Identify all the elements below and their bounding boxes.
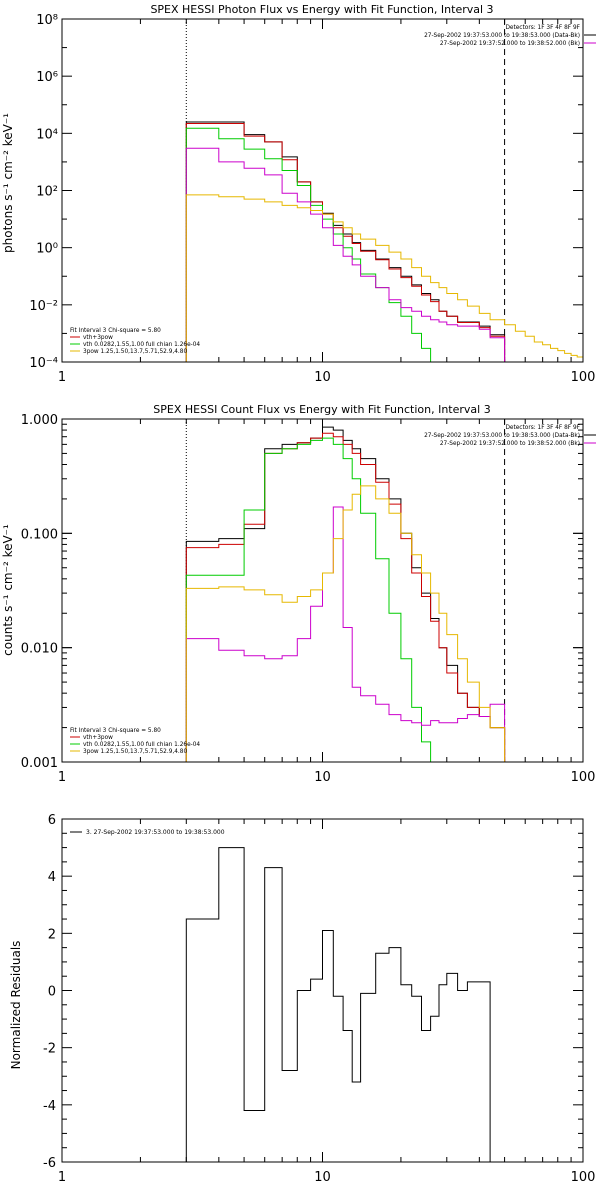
y-tick-label: 10⁻⁴ xyxy=(29,356,58,371)
panel1-ylabel: photons s⁻¹ cm⁻² keV⁻¹ xyxy=(1,113,15,253)
legend-top-text: Detectors: 1F 3F 4F 8F 9F xyxy=(505,425,580,431)
series-line xyxy=(185,485,506,762)
series-line xyxy=(185,506,506,762)
legend-top-text: 27-Sep-2002 19:37:52.000 to 19:38:52.000… xyxy=(440,41,580,47)
legend-bottom-text: Fit Interval 3 Chi-square = 5.80 xyxy=(70,328,161,334)
y-tick-label: 6 xyxy=(48,813,56,828)
panel-count-flux: SPEX HESSI Count Flux vs Energy with Fit… xyxy=(1,403,596,785)
x-tick-label: 1 xyxy=(58,1170,66,1185)
y-tick-label: 4 xyxy=(48,870,56,885)
series-line xyxy=(185,437,432,762)
y-tick-label: 10⁰ xyxy=(36,242,58,257)
y-tick-label: 10⁴ xyxy=(36,127,58,142)
y-tick-label: -6 xyxy=(43,1156,56,1171)
panel1-content: 1 10 100 10⁻⁴ 10⁻² 10⁰ 10² 10⁴ 10⁶ 10⁸ Detectors: … xyxy=(29,13,596,385)
series-line xyxy=(185,121,506,362)
legend-bottom-text: 3pow 1.25,1.50,13.7,5.71,52.9,4.80 xyxy=(83,349,187,355)
y-tick-label: 0 xyxy=(48,985,56,1000)
legend-top-text: 27-Sep-2002 19:37:53.000 to 19:38:53.000… xyxy=(424,433,580,439)
y-tick-label: 0.001 xyxy=(21,756,58,771)
x-tick-label: 100 xyxy=(571,370,596,385)
panel2-content: 1 10 100 0.001 0.010 0.100 1.000 Detectors: 1F … xyxy=(21,413,596,785)
x-tick-label: 10 xyxy=(314,1170,331,1185)
legend-bottom-text: vth 0.0282,1.55,1.00 full chian 1.26e-04 xyxy=(83,742,200,748)
y-tick-label: 10⁶ xyxy=(36,70,58,85)
panel3-content: 1 10 100 -6 -4 -2 0 2 4 6 3. 27-Sep-2002 19:37:53.… xyxy=(43,813,595,1185)
panel2-title: SPEX HESSI Count Flux vs Energy with Fit… xyxy=(153,403,490,416)
panel1-title: SPEX HESSI Photon Flux vs Energy with Fi… xyxy=(150,3,493,16)
legend-top-text: 27-Sep-2002 19:37:53.000 to 19:38:53.000… xyxy=(424,33,580,39)
x-tick-label: 10 xyxy=(314,370,331,385)
y-tick-label: -2 xyxy=(43,1042,56,1057)
legend-bottom-text: 3pow 1.25,1.50,13.7,5.71,52.9,4.80 xyxy=(83,749,187,755)
x-tick-label: 10 xyxy=(314,770,331,785)
panel3-ylabel: Normalized Residuals xyxy=(9,941,23,1070)
legend-top-text: Detectors: 1F 3F 4F 8F 9F xyxy=(505,25,580,31)
legend-top-text: 27-Sep-2002 19:37:52.000 to 19:38:52.000… xyxy=(440,441,580,447)
series-line xyxy=(185,127,447,363)
series-line xyxy=(185,847,491,1162)
panel2-ylabel: counts s⁻¹ cm⁻² keV⁻¹ xyxy=(1,524,15,656)
y-tick-label: 2 xyxy=(48,927,56,942)
panel2-frame xyxy=(61,418,584,763)
legend-bottom-text: vth+3pow xyxy=(83,335,113,341)
series-line xyxy=(185,426,506,762)
legend-bottom-text: vth 0.0282,1.55,1.00 full chian 1.26e-04 xyxy=(83,342,200,348)
y-tick-label: 10² xyxy=(36,185,58,200)
x-tick-label: 1 xyxy=(58,370,66,385)
y-tick-label: 0.100 xyxy=(21,527,58,542)
legend-bottom-text: Fit Interval 3 Chi-square = 5.80 xyxy=(70,728,161,734)
x-tick-label: 1 xyxy=(58,770,66,785)
panel-photon-flux: SPEX HESSI Photon Flux vs Energy with Fi… xyxy=(1,3,596,385)
series-line xyxy=(185,194,584,362)
x-tick-label: 100 xyxy=(571,1170,596,1185)
series-line xyxy=(185,123,506,362)
y-tick-label: 10⁻² xyxy=(29,299,58,314)
legend-text: 3. 27-Sep-2002 19:37:53.000 to 19:38:53.… xyxy=(86,829,225,836)
y-tick-label: 10⁸ xyxy=(36,13,58,28)
series-line xyxy=(185,147,506,362)
y-tick-label: -4 xyxy=(43,1099,56,1114)
panel1-frame xyxy=(61,18,584,363)
panel-residuals: 1 10 100 -6 -4 -2 0 2 4 6 3. 27-Sep-2002 19:37:53.… xyxy=(9,813,595,1185)
x-tick-label: 100 xyxy=(571,770,596,785)
panel3-frame xyxy=(61,818,584,1163)
legend-bottom-text: vth+3pow xyxy=(83,735,113,741)
y-tick-label: 1.000 xyxy=(21,413,58,428)
y-tick-label: 0.010 xyxy=(21,642,58,657)
series-line xyxy=(185,432,506,762)
